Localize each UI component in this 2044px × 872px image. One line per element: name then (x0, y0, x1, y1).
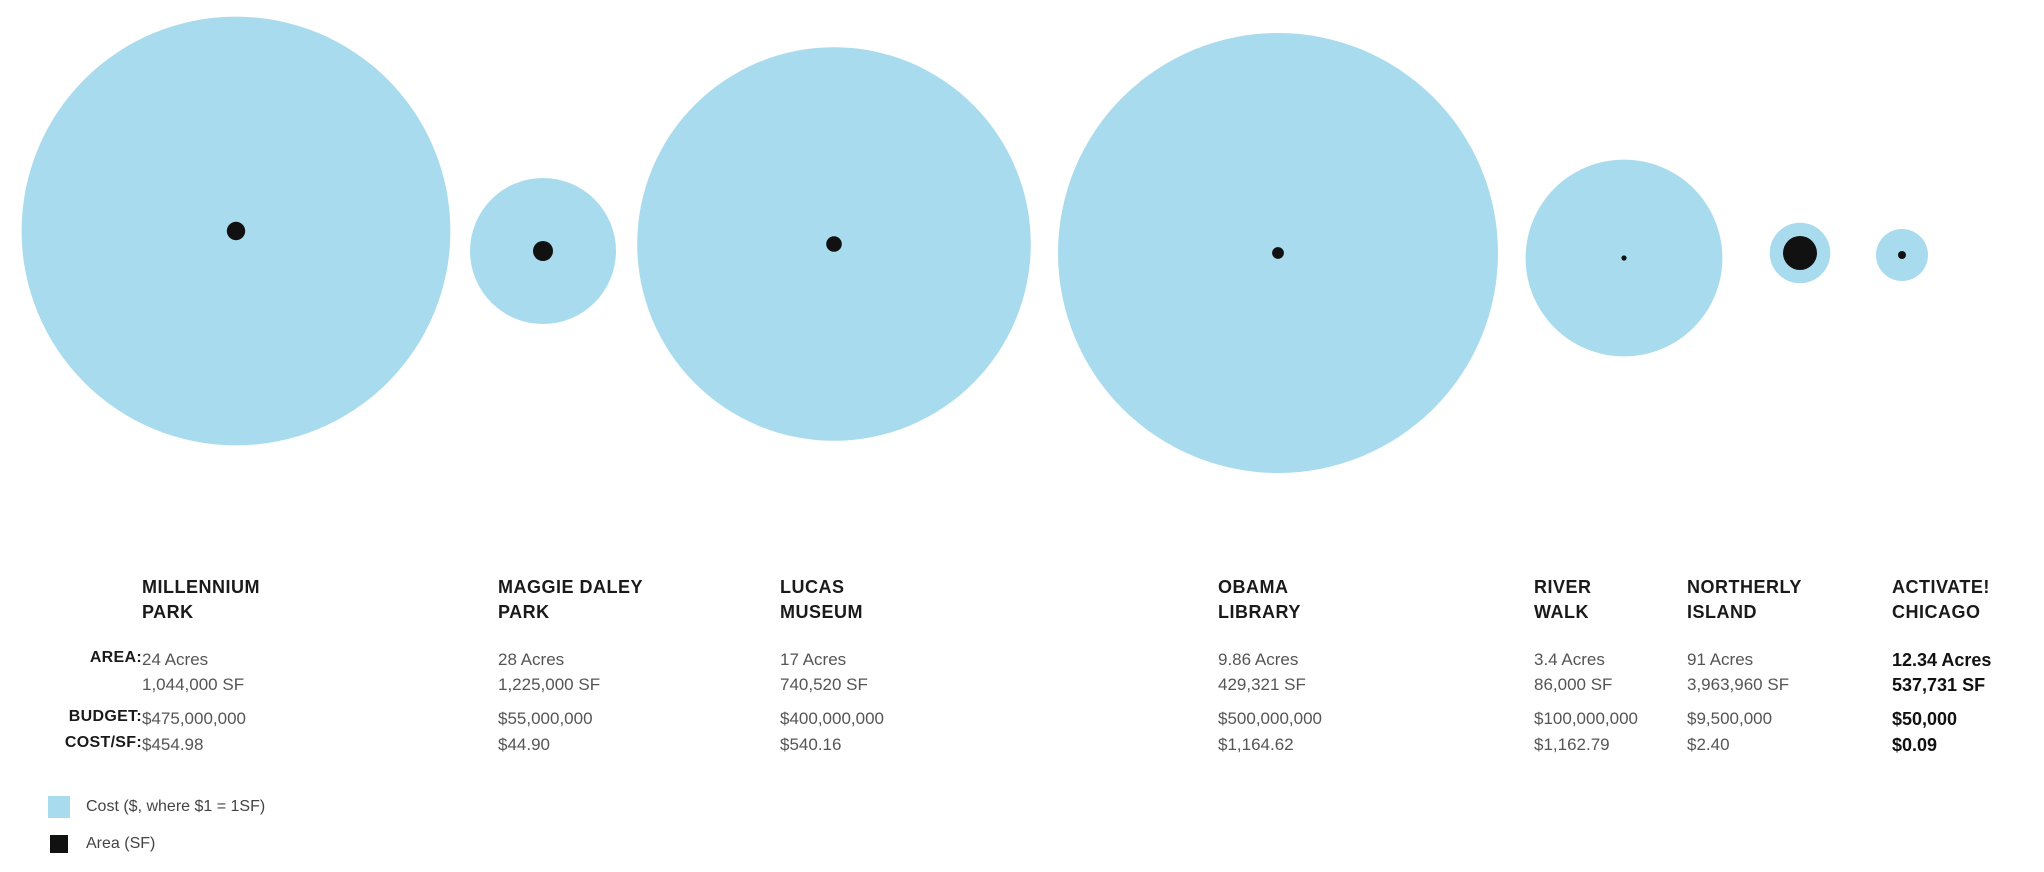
cell-acres-lucas-museum: 17 Acres (780, 650, 847, 669)
cell-cost-sf-obama-library: $1,164.62 (1218, 735, 1294, 754)
area-dot-obama-library (1272, 247, 1284, 259)
cost-swatch-icon (48, 796, 70, 818)
cell-acres-maggie-daley-park: 28 Acres (498, 650, 565, 669)
cell-budget-obama-library: $500,000,000 (1218, 709, 1322, 728)
area-dot-lucas-museum (826, 236, 842, 252)
project-name-line1: NORTHERLY (1687, 577, 1802, 597)
project-name-line2: WALK (1534, 602, 1589, 622)
cell-acres-obama-library: 9.86 Acres (1218, 650, 1299, 669)
project-name-river-walk: RIVER WALK (1534, 575, 1714, 625)
project-name-activate-chicago: ACTIVATE! CHICAGO (1892, 575, 2044, 625)
cell-acres-northerly-island: 91 Acres (1687, 650, 1754, 669)
cell-budget-northerly-island: $9,500,000 (1687, 709, 1773, 728)
project-name-line1: LUCAS (780, 577, 845, 597)
legend-label-area: Area (SF) (86, 835, 156, 852)
project-name-line2: ISLAND (1687, 602, 1757, 622)
project-name-line1: MILLENNIUM (142, 577, 260, 597)
cell-cost-sf-activate-chicago: $0.09 (1892, 735, 1938, 755)
cell-cost-sf-millennium-park: $454.98 (142, 735, 204, 754)
area-dot-maggie-daley-park (533, 241, 553, 261)
cell-budget-lucas-museum: $400,000,000 (780, 709, 884, 728)
legend-label-cost: Cost ($, where $1 = 1SF) (86, 798, 266, 815)
cell-sf-river-walk: 86,000 SF (1534, 675, 1613, 694)
legend-item-cost: Cost ($, where $1 = 1SF) (48, 796, 265, 818)
project-name-line1: RIVER (1534, 577, 1592, 597)
cell-cost-sf-maggie-daley-park: $44.90 (498, 735, 550, 754)
project-name-line2: PARK (142, 602, 194, 622)
project-name-line1: ACTIVATE! (1892, 577, 1990, 597)
project-name-line1: MAGGIE DALEY (498, 577, 644, 597)
project-name-obama-library: OBAMA LIBRARY (1218, 575, 1398, 625)
cell-budget-maggie-daley-park: $55,000,000 (498, 709, 593, 728)
project-name-line2: MUSEUM (780, 602, 863, 622)
cell-cost-sf-river-walk: $1,162.79 (1534, 735, 1610, 754)
project-name-line2: PARK (498, 602, 550, 622)
cell-sf-maggie-daley-park: 1,225,000 SF (498, 675, 601, 694)
area-swatch-icon (50, 835, 68, 853)
row-label-cost-sf: COST/SF: (64, 734, 142, 751)
project-name-millennium-park: MILLENNIUM PARK (142, 575, 322, 625)
project-name-lucas-museum: LUCAS MUSEUM (780, 575, 960, 625)
row-label-area: AREA: (89, 649, 142, 666)
bubble-chart (21, 16, 1928, 473)
cell-cost-sf-northerly-island: $2.40 (1687, 735, 1730, 754)
project-name-northerly-island: NORTHERLY ISLAND (1687, 575, 1867, 625)
project-name-line2: CHICAGO (1892, 602, 1981, 622)
area-dot-activate-chicago (1898, 251, 1906, 259)
row-label-budget: BUDGET: (68, 708, 142, 725)
cell-budget-millennium-park: $475,000,000 (142, 709, 246, 728)
cell-sf-northerly-island: 3,963,960 SF (1687, 675, 1790, 694)
cell-budget-activate-chicago: $50,000 (1892, 709, 1958, 729)
cell-acres-river-walk: 3.4 Acres (1534, 650, 1605, 669)
cell-acres-activate-chicago: 12.34 Acres (1892, 650, 1992, 670)
cell-sf-lucas-museum: 740,520 SF (780, 675, 868, 694)
area-dot-millennium-park (226, 221, 246, 241)
area-dot-river-walk (1621, 255, 1627, 261)
legend-item-area: Area (SF) (48, 835, 155, 853)
cell-budget-river-walk: $100,000,000 (1534, 709, 1638, 728)
area-dot-northerly-island (1783, 236, 1817, 270)
cell-sf-activate-chicago: 537,731 SF (1892, 675, 1986, 695)
project-name-line1: OBAMA (1218, 577, 1289, 597)
cell-acres-millennium-park: 24 Acres (142, 650, 209, 669)
project-name-line2: LIBRARY (1218, 602, 1301, 622)
cell-sf-obama-library: 429,321 SF (1218, 675, 1306, 694)
cell-cost-sf-lucas-museum: $540.16 (780, 735, 842, 754)
project-name-maggie-daley-park: MAGGIE DALEY PARK (498, 575, 678, 625)
cell-sf-millennium-park: 1,044,000 SF (142, 675, 245, 694)
